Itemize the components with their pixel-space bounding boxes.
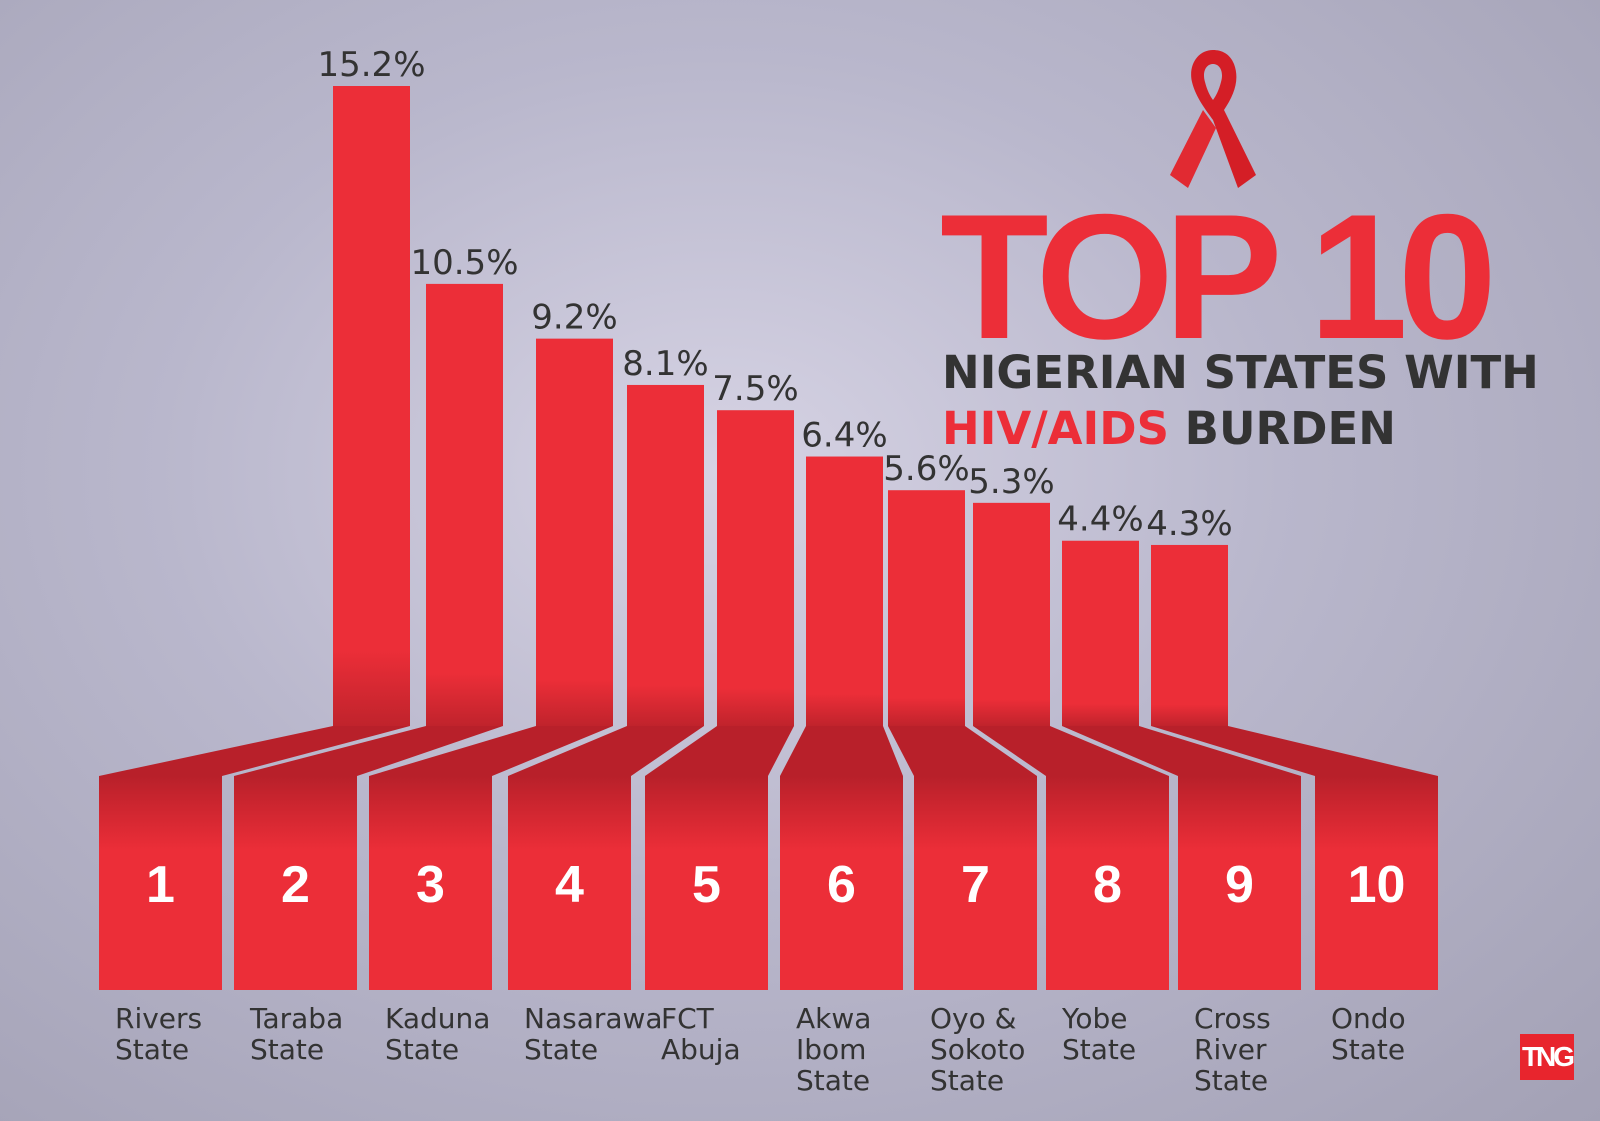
rank-number-2: 2 xyxy=(281,856,310,914)
category-label-9-line-2: River xyxy=(1194,1033,1267,1066)
connector-3 xyxy=(369,726,613,776)
connector-1 xyxy=(99,726,410,776)
rank-number-6: 6 xyxy=(827,856,856,914)
rank-box-7 xyxy=(914,776,1037,990)
bar-9 xyxy=(1062,540,1139,726)
bar-5 xyxy=(717,410,794,726)
bar-7 xyxy=(888,490,965,726)
category-label-2-line-1: Taraba xyxy=(249,1002,343,1035)
bar-6 xyxy=(806,456,883,726)
category-label-6-line-3: State xyxy=(796,1064,870,1097)
value-label-5: 7.5% xyxy=(712,369,798,409)
subtitle-line2: HIV/AIDS BURDEN xyxy=(942,401,1539,457)
category-label-6-line-2: Ibom xyxy=(796,1033,866,1066)
rank-box-5 xyxy=(645,776,768,990)
bar-4 xyxy=(627,384,704,726)
category-label-6-line-1: Akwa xyxy=(796,1002,871,1035)
rank-number-7: 7 xyxy=(961,856,990,914)
value-label-9: 4.4% xyxy=(1057,500,1143,540)
category-label-4-line-1: Nasarawa xyxy=(524,1002,663,1035)
category-label-8-line-1: Yobe xyxy=(1061,1002,1128,1035)
rank-number-3: 3 xyxy=(416,856,445,914)
category-label-7-line-3: State xyxy=(930,1064,1004,1097)
category-label-10-line-2: State xyxy=(1331,1033,1405,1066)
bar-8 xyxy=(973,502,1050,726)
category-label-4-line-2: State xyxy=(524,1033,598,1066)
rank-number-8: 8 xyxy=(1093,856,1122,914)
rank-box-6 xyxy=(780,776,903,990)
value-label-3: 9.2% xyxy=(531,298,617,338)
value-label-4: 8.1% xyxy=(622,344,708,384)
rank-box-1 xyxy=(99,776,222,990)
bar-2 xyxy=(426,283,503,726)
connector-10 xyxy=(1151,726,1438,776)
value-label-1: 15.2% xyxy=(317,45,425,85)
bar-3 xyxy=(536,338,613,726)
rank-number-4: 4 xyxy=(555,856,584,914)
category-label-7-line-1: Oyo & xyxy=(930,1002,1016,1035)
rank-number-5: 5 xyxy=(692,856,721,914)
category-label-2-line-2: State xyxy=(250,1033,324,1066)
rank-box-9 xyxy=(1178,776,1301,990)
connector-8 xyxy=(973,726,1169,776)
aids-ribbon-icon xyxy=(1170,50,1256,188)
category-label-10-line-1: Ondo xyxy=(1331,1002,1406,1035)
category-label-1-line-2: State xyxy=(115,1033,189,1066)
category-label-5-line-2: Abuja xyxy=(661,1033,741,1066)
rank-box-3 xyxy=(369,776,492,990)
category-label-5-line-1: FCT xyxy=(661,1002,715,1035)
rank-number-9: 9 xyxy=(1225,856,1254,914)
rank-box-4 xyxy=(508,776,631,990)
subtitle-burden: BURDEN xyxy=(1169,402,1396,455)
title-top10: TOP 10 xyxy=(940,177,1497,376)
rank-box-10 xyxy=(1315,776,1438,990)
category-label-7-line-2: Sokoto xyxy=(930,1033,1025,1066)
rank-box-8 xyxy=(1046,776,1169,990)
bar-10 xyxy=(1151,544,1228,726)
connector-6 xyxy=(780,726,903,776)
value-label-8: 5.3% xyxy=(968,462,1054,502)
rank-box-2 xyxy=(234,776,357,990)
value-label-6: 6.4% xyxy=(801,416,887,456)
category-label-3-line-1: Kaduna xyxy=(385,1002,490,1035)
category-label-1-line-1: Rivers xyxy=(115,1002,202,1035)
category-label-9-line-1: Cross xyxy=(1194,1002,1271,1035)
connector-4 xyxy=(508,726,704,776)
category-label-3-line-2: State xyxy=(385,1033,459,1066)
value-label-2: 10.5% xyxy=(410,243,518,283)
value-label-10: 4.3% xyxy=(1146,504,1232,544)
bar-1 xyxy=(333,86,410,726)
tng-logo: TNG xyxy=(1520,1034,1575,1080)
category-label-8-line-2: State xyxy=(1062,1033,1136,1066)
rank-number-1: 1 xyxy=(146,856,175,914)
rank-number-10: 10 xyxy=(1348,856,1406,914)
subtitle-line1: NIGERIAN STATES WITH xyxy=(942,346,1539,399)
connector-2 xyxy=(234,726,503,776)
connector-7 xyxy=(888,726,1037,776)
connector-9 xyxy=(1062,726,1301,776)
connector-5 xyxy=(645,726,794,776)
subtitle: NIGERIAN STATES WITH HIV/AIDS BURDEN xyxy=(942,345,1539,457)
subtitle-hiv-aids: HIV/AIDS xyxy=(942,402,1169,455)
value-label-7: 5.6% xyxy=(883,449,969,489)
category-label-9-line-3: State xyxy=(1194,1064,1268,1097)
